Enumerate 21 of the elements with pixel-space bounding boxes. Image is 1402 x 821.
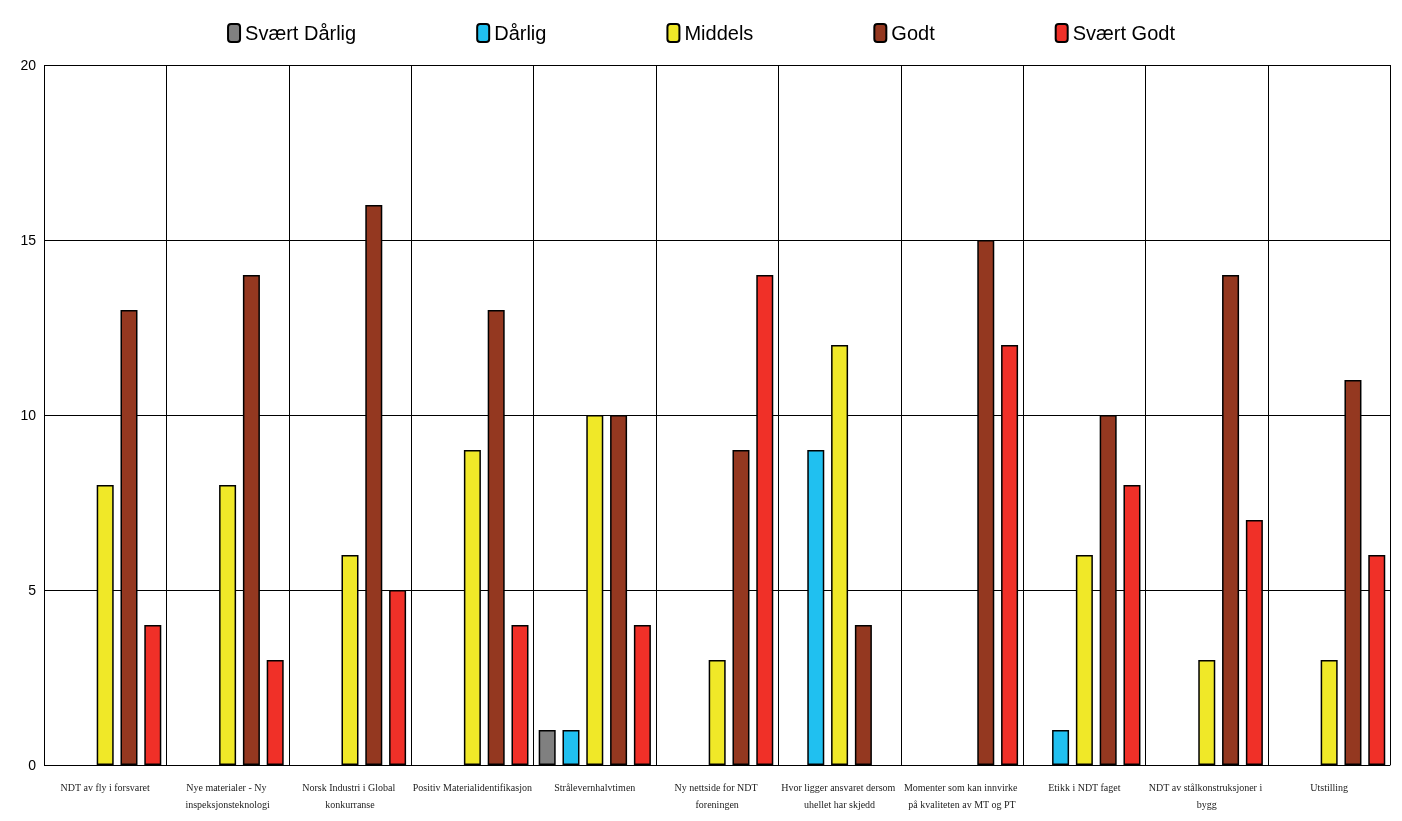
x-tick-label: Strålevernhalvtimen [554,782,636,793]
legend-label: Godt [891,22,936,44]
x-tick-label: NDT av stålkonstruksjoner i bygg [1148,782,1265,810]
x-tick-label: NDT av fly i forsvaret [60,782,151,793]
legend-label: Svært Godt [1072,22,1176,44]
legend-label: Middels [684,22,754,44]
x-tick-label: Etikk i NDT faget [1048,782,1121,793]
y-tick-label: 20 [20,57,37,73]
y-tick-label: 10 [20,407,37,423]
y-tick-label: 0 [28,757,37,773]
legend-label: Svært Dårlig [245,22,357,44]
x-tick-label: Positiv Materialidentifikasjon [412,782,532,793]
x-tick-label: Momenter som kan innvirke på kvaliteten av MT og PT [903,782,1021,810]
x-tick-label: Ny nettside for NDT foreningen [674,782,760,810]
x-tick-label: Hvor ligger ansvaret dersom uhellet har skjedd [781,782,898,810]
x-tick-label: Utstilling [1310,782,1349,793]
y-tick-label: 15 [20,232,37,248]
x-tick-label: Norsk Industri i Global konkurranse [302,782,398,810]
y-tick-label: 5 [28,582,37,598]
x-tick-label: Nye materialer - Ny inspeksjonsteknologi [185,782,271,810]
legend-label: Dårlig [494,22,547,44]
